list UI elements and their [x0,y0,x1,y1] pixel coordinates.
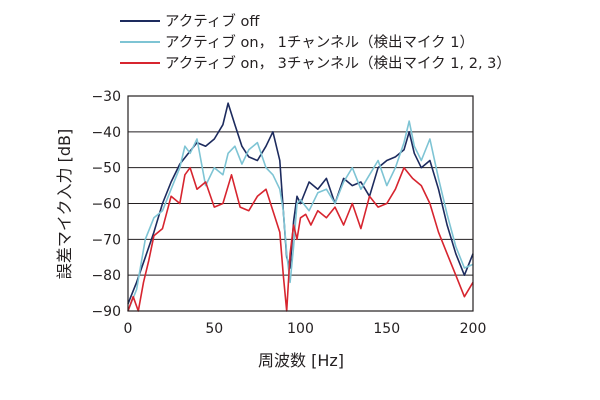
y-tick-label: −70 [91,232,121,248]
legend-label-2: アクティブ on， 1チャンネル（検出マイク 1） [165,33,474,51]
plot-frame [127,95,474,312]
legend: アクティブ off アクティブ on， 1チャンネル（検出マイク 1） アクティブ … [120,12,511,72]
legend-label-3: アクティブ on， 3チャンネル（検出マイク 1, 2, 3） [165,54,511,72]
y-axis-label: 誤差マイク入力 [dB] [55,129,74,279]
x-axis-ticks: 0 50 100 150 200 [124,321,487,337]
y-axis-ticks: −30 −40 −50 −60 −70 −80 −90 [91,89,121,320]
y-tick-label: −90 [91,304,121,320]
x-tick-label: 100 [287,321,314,337]
y-tick-label: −60 [91,197,121,213]
y-tick-label: −40 [91,125,121,141]
x-tick-label: 200 [460,321,487,337]
y-tick-label: −30 [91,89,121,105]
series-group [127,102,474,312]
y-tick-label: −50 [91,161,121,177]
y-tick-label: −80 [91,268,121,284]
x-tick-label: 0 [124,321,133,337]
series-line-2 [127,120,474,312]
x-axis-label: 周波数 [Hz] [258,351,344,370]
x-tick-label: 50 [205,321,223,337]
series-line-3 [127,166,474,312]
legend-label-1: アクティブ off [165,12,260,30]
x-tick-label: 150 [373,321,400,337]
